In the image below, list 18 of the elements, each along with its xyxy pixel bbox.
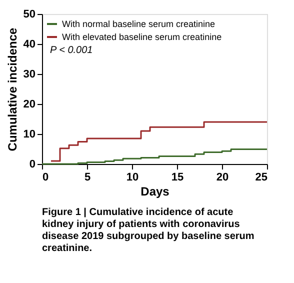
- y-tick-label: 10: [23, 128, 36, 140]
- x-tick-label: 5: [84, 172, 91, 184]
- y-tick-label: 0: [29, 158, 36, 170]
- legend-label: With elevated baseline serum creatinine: [62, 32, 222, 42]
- x-axis-title: Days: [140, 184, 170, 198]
- legend-label: With normal baseline serum creatinine: [62, 19, 216, 29]
- y-tick-label: 40: [23, 38, 36, 50]
- y-tick-label: 50: [23, 8, 36, 20]
- y-tick-label: 30: [23, 68, 36, 80]
- y-axis-title: Cumulative incidence: [5, 27, 20, 152]
- x-tick-label: 0: [42, 172, 49, 184]
- y-tick-label: 20: [23, 98, 36, 110]
- annotation: P < 0.001: [50, 45, 93, 56]
- x-tick-label: 25: [255, 172, 268, 184]
- x-tick-label: 20: [216, 172, 229, 184]
- caption: Figure 1 | Cumulative incidence of acute kidney injury of patients with coronavirus disease 2019 subgrouped by baseline serum creatinine.: [42, 207, 254, 254]
- x-tick-label: 15: [171, 172, 184, 184]
- x-tick-label: 10: [126, 172, 139, 184]
